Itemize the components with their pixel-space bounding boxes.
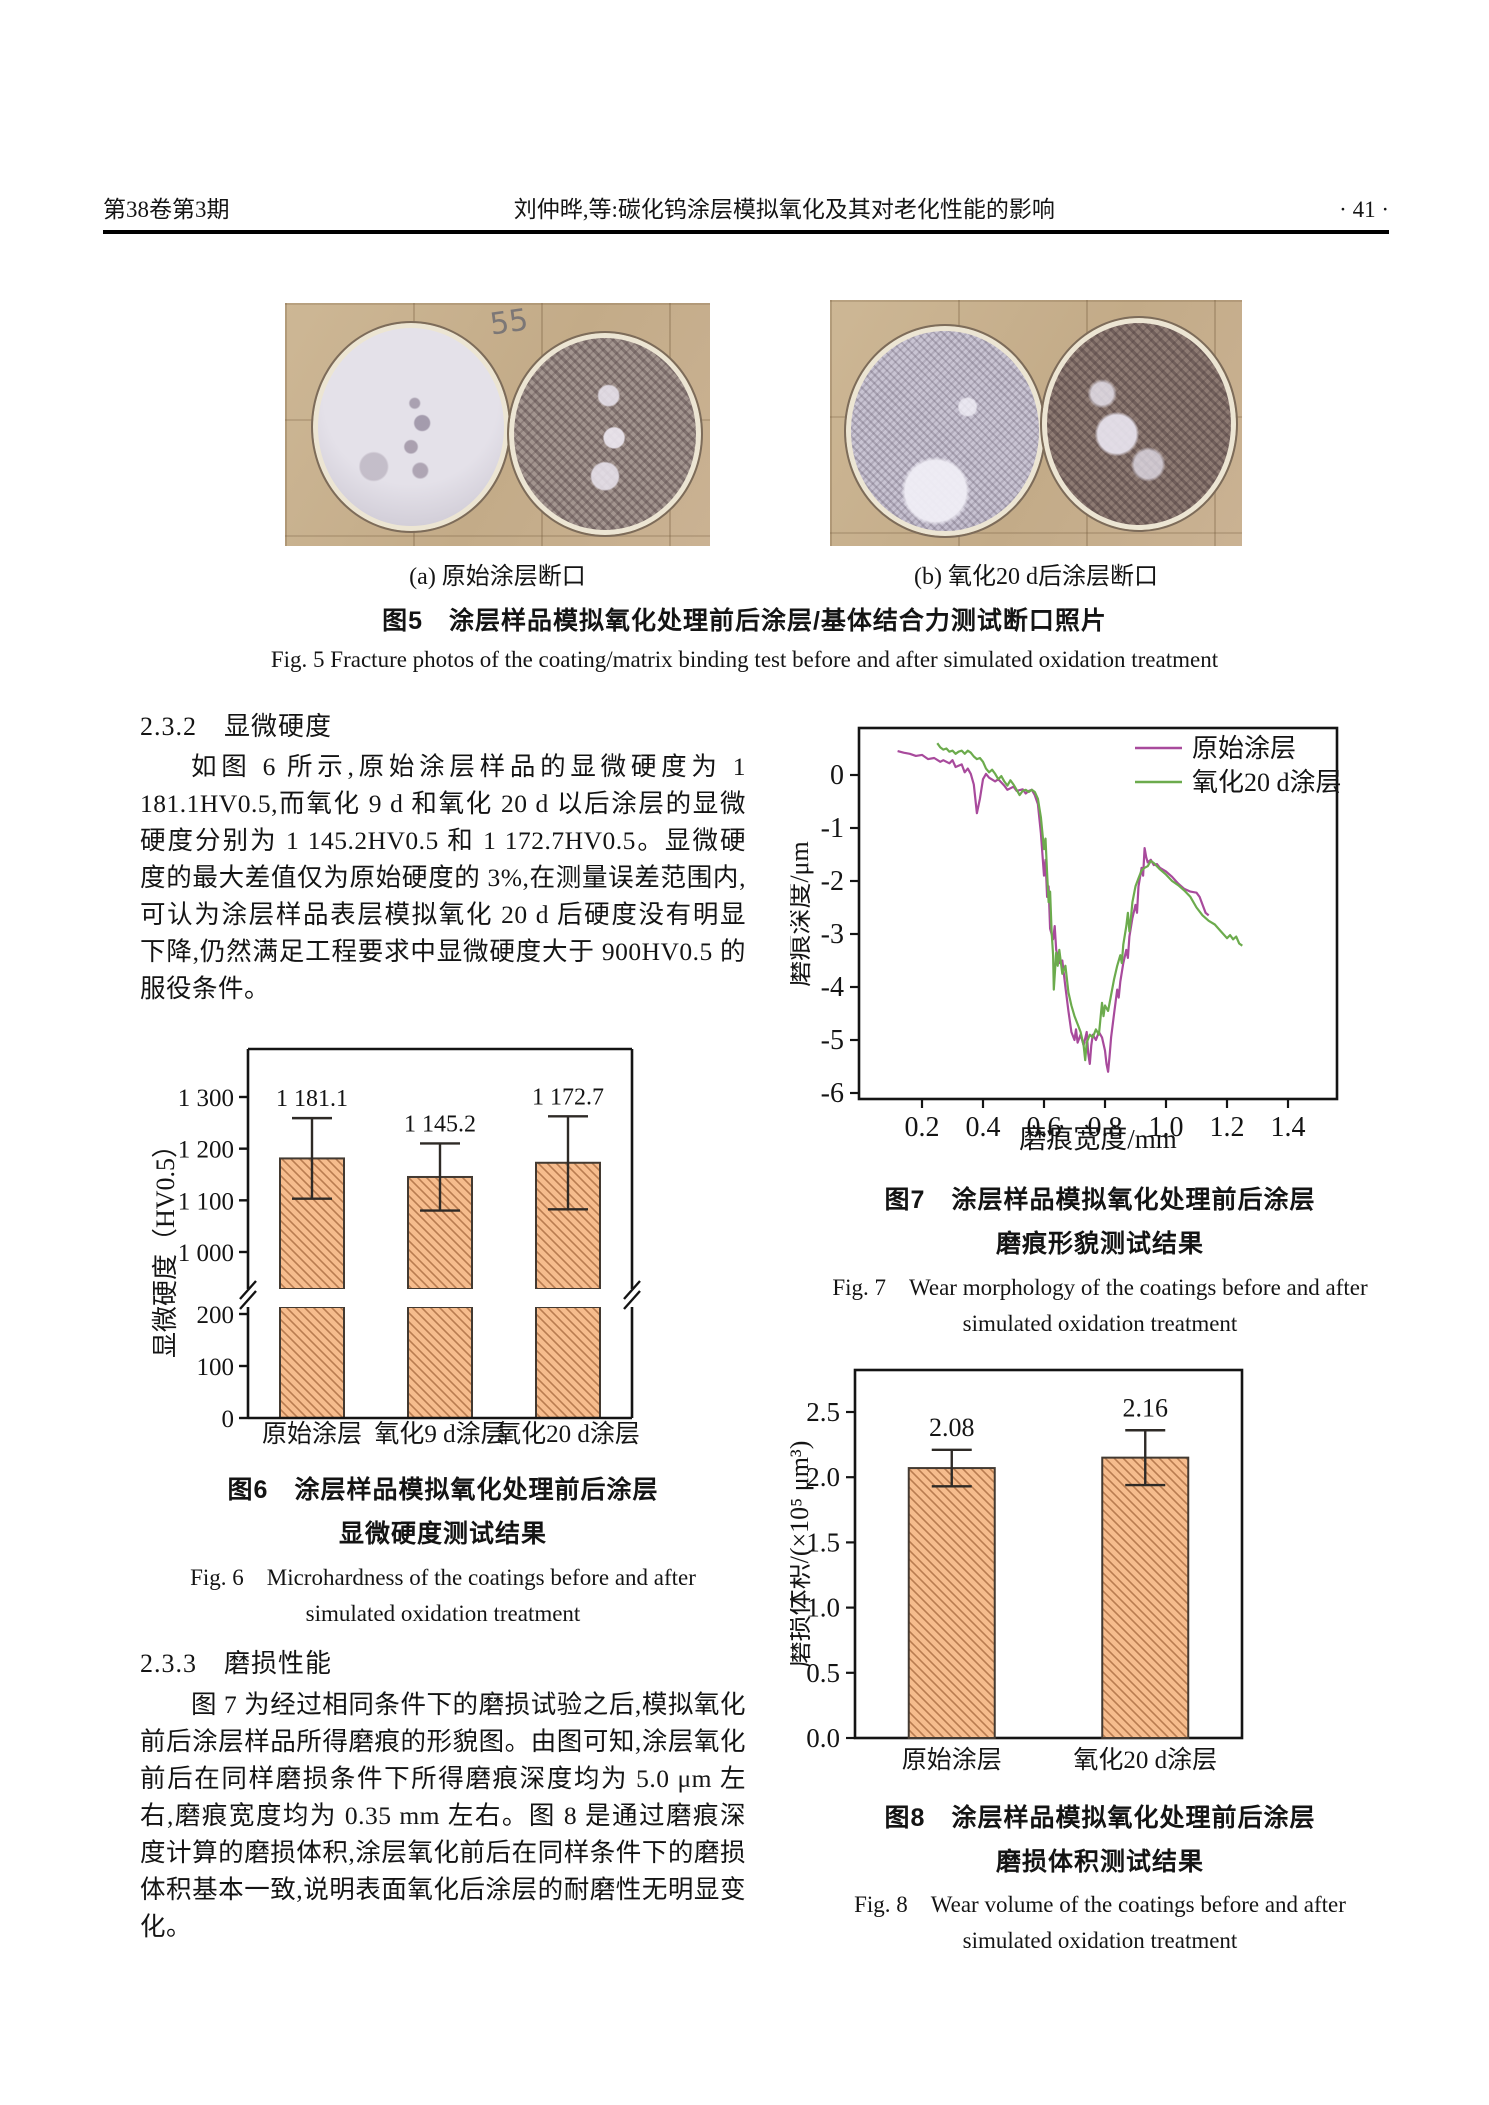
fig7-xtick: 1.4 (1271, 1112, 1306, 1143)
fig6-plot: 1 181.1 原始涂层 1 145.2 氧化9 d涂层 1 172.7 氧化20 d涂层… (151, 1047, 641, 1448)
figure8-caption-en-line2: simulated oxidation treatment (962, 1928, 1238, 1953)
fig7-ytick: -3 (821, 919, 844, 950)
figure6-caption-en-line2: simulated oxidation treatment (305, 1601, 581, 1626)
specimen-disc-a-right (507, 331, 703, 537)
fracture-photo-original: 55 (285, 303, 710, 546)
fig7-xtick: 1.0 (1149, 1112, 1184, 1143)
fig7-ytick: -6 (821, 1078, 844, 1109)
fig6-ytick: 1 000 (178, 1240, 234, 1267)
fig8-plot: 0.0 0.5 1.0 1.5 2.0 2.5 2.08 原始涂层 2.16 氧化20 d涂层 磨损… (790, 1368, 1244, 1774)
fig6-ytick: 100 (197, 1354, 235, 1381)
fig7-y-axis-label: 磨痕深度/μm (790, 841, 814, 986)
figure6-caption-zh-line2: 显微硬度测试结果 (338, 1520, 547, 1548)
fig8-bar (1101, 1456, 1190, 1739)
fig7-ytick: -1 (821, 813, 844, 844)
figure7-caption-en-line2: simulated oxidation treatment (962, 1311, 1238, 1336)
fig8-value-label: 2.16 (1123, 1393, 1169, 1422)
fig8-ytick: 2.0 (806, 1462, 840, 1492)
section-2-3-2-heading: 2.3.2 显微硬度 (140, 712, 333, 741)
fig8-y-axis-label: 磨损体积/(×10⁵ μm³) (790, 1441, 814, 1668)
fig6-ytick: 1 200 (178, 1137, 234, 1164)
fig8-category-label: 原始涂层 (902, 1746, 1002, 1774)
fig7-x-axis-label: 磨痕宽度/mm (1019, 1124, 1177, 1154)
figure7-wear-morphology-chart: 0.2 0.4 0.6 0.8 1.0 1.2 1.4 0 -1 -2 -3 -4 -5 -6 原始涂层氧化… (790, 726, 1342, 1154)
fig7-legend-label: 原始涂层 (1192, 734, 1296, 763)
specimen-disc-a-left (311, 321, 511, 533)
fig6-value-label: 1 172.7 (532, 1084, 604, 1110)
fig6-ytick: 200 (197, 1302, 235, 1329)
fig8-bar (907, 1467, 996, 1740)
fig8-category-label: 氧化20 d涂层 (1073, 1746, 1217, 1774)
fig6-ytick: 0 (222, 1406, 235, 1433)
fig7-xtick: 0.6 (1027, 1112, 1062, 1143)
running-title: 刘仲晔,等:碳化钨涂层模拟氧化及其对老化性能的影响 (513, 197, 1055, 222)
fig6-bar-lower (279, 1306, 345, 1419)
fig7-ytick: -5 (821, 1025, 844, 1056)
fig6-value-label: 1 145.2 (404, 1111, 476, 1137)
header-rule (103, 230, 1389, 234)
page-number: · 41 · (1339, 197, 1389, 222)
figure5-subcaption-a: (a) 原始涂层断口 (409, 564, 586, 590)
figure6-caption-en-line1: Fig. 6 Microhardness of the coatings bef… (190, 1565, 696, 1590)
fig6-category-label: 氧化20 d涂层 (496, 1420, 640, 1448)
fig8-ytick: 0.5 (806, 1658, 840, 1688)
fig6-ytick: 1 300 (178, 1085, 234, 1112)
figure6-caption-zh-line1: 图6 涂层样品模拟氧化处理前后涂层 (227, 1476, 659, 1504)
specimen-disc-b-right (1040, 316, 1238, 532)
fig8-ytick: 1.5 (806, 1527, 840, 1557)
fig7-xtick: 1.2 (1210, 1112, 1245, 1143)
fig7-xtick: 0.4 (966, 1112, 1001, 1143)
fig7-legend-label: 氧化20 d涂层 (1192, 768, 1342, 797)
section-2-3-2-paragraph: 如图 6 所示,原始涂层样品的显微硬度为 1 181.1HV0.5,而氧化 9 … (140, 752, 746, 1003)
journal-issue: 第38卷第3期 (103, 197, 230, 222)
page-header: 第38卷第3期 刘仲晔,等:碳化钨涂层模拟氧化及其对老化性能的影响 · 41 · (103, 190, 1389, 224)
figure7-caption-zh-line1: 图7 涂层样品模拟氧化处理前后涂层 (884, 1186, 1316, 1214)
fig7-ytick: 0 (830, 760, 844, 791)
section-2-3-3-paragraph: 图 7 为经过相同条件下的磨损试验之后,模拟氧化前后涂层样品所得磨痕的形貌图。由… (140, 1690, 746, 1941)
figure8-wear-volume-chart: 0.0 0.5 1.0 1.5 2.0 2.5 2.08 原始涂层 2.16 氧化20 d涂层 磨损… (790, 1368, 1244, 1774)
fracture-photo-oxidized (830, 300, 1242, 546)
photo-handwritten-note: 55 (487, 303, 531, 343)
fig7-ytick: -2 (821, 866, 844, 897)
figure5-caption-en: Fig. 5 Fracture photos of the coating/ma… (270, 647, 1219, 672)
figure8-caption-zh-line2: 磨损体积测试结果 (995, 1848, 1204, 1876)
fig8-ytick: 0.0 (806, 1723, 840, 1753)
figure7-caption-en-line1: Fig. 7 Wear morphology of the coatings b… (832, 1275, 1368, 1300)
fig6-y-axis-label: 显微硬度（HV0.5） (151, 1132, 180, 1358)
fig7-series-原始涂层 (897, 750, 1210, 1073)
figure7-caption-zh-line2: 磨痕形貌测试结果 (995, 1230, 1204, 1258)
figure5-subcaption-b: (b) 氧化20 d后涂层断口 (914, 564, 1158, 590)
fig6-category-label: 氧化9 d涂层 (374, 1420, 505, 1448)
fig6-ytick: 1 100 (178, 1188, 234, 1215)
figure5-caption-zh: 图5 涂层样品模拟氧化处理前后涂层/基体结合力测试断口照片 (382, 607, 1107, 635)
fig6-category-label: 原始涂层 (262, 1420, 362, 1448)
fig8-ytick: 2.5 (806, 1397, 840, 1427)
figure8-caption-en-line1: Fig. 8 Wear volume of the coatings befor… (854, 1892, 1346, 1917)
fig7-series-氧化20 d涂层 (936, 742, 1243, 1062)
specimen-disc-b-left (844, 324, 1046, 538)
fig6-bar-lower (407, 1306, 473, 1419)
figure8-caption-zh-line1: 图8 涂层样品模拟氧化处理前后涂层 (884, 1804, 1316, 1832)
fig7-xtick: 0.2 (905, 1112, 940, 1143)
fig6-bar-lower (535, 1306, 601, 1419)
fig6-value-label: 1 181.1 (276, 1086, 348, 1112)
fig7-plot: 0.2 0.4 0.6 0.8 1.0 1.2 1.4 0 -1 -2 -3 -4 -5 -6 原始涂层氧化… (790, 726, 1342, 1154)
fig7-xtick: 0.8 (1088, 1112, 1123, 1143)
figure6-microhardness-chart: 1 181.1 原始涂层 1 145.2 氧化9 d涂层 1 172.7 氧化20 d涂层… (151, 1047, 641, 1448)
fig8-ytick: 1.0 (806, 1593, 840, 1623)
section-2-3-3-heading: 2.3.3 磨损性能 (140, 1649, 333, 1678)
fig8-value-label: 2.08 (929, 1413, 975, 1442)
fig7-ytick: -4 (821, 972, 844, 1003)
